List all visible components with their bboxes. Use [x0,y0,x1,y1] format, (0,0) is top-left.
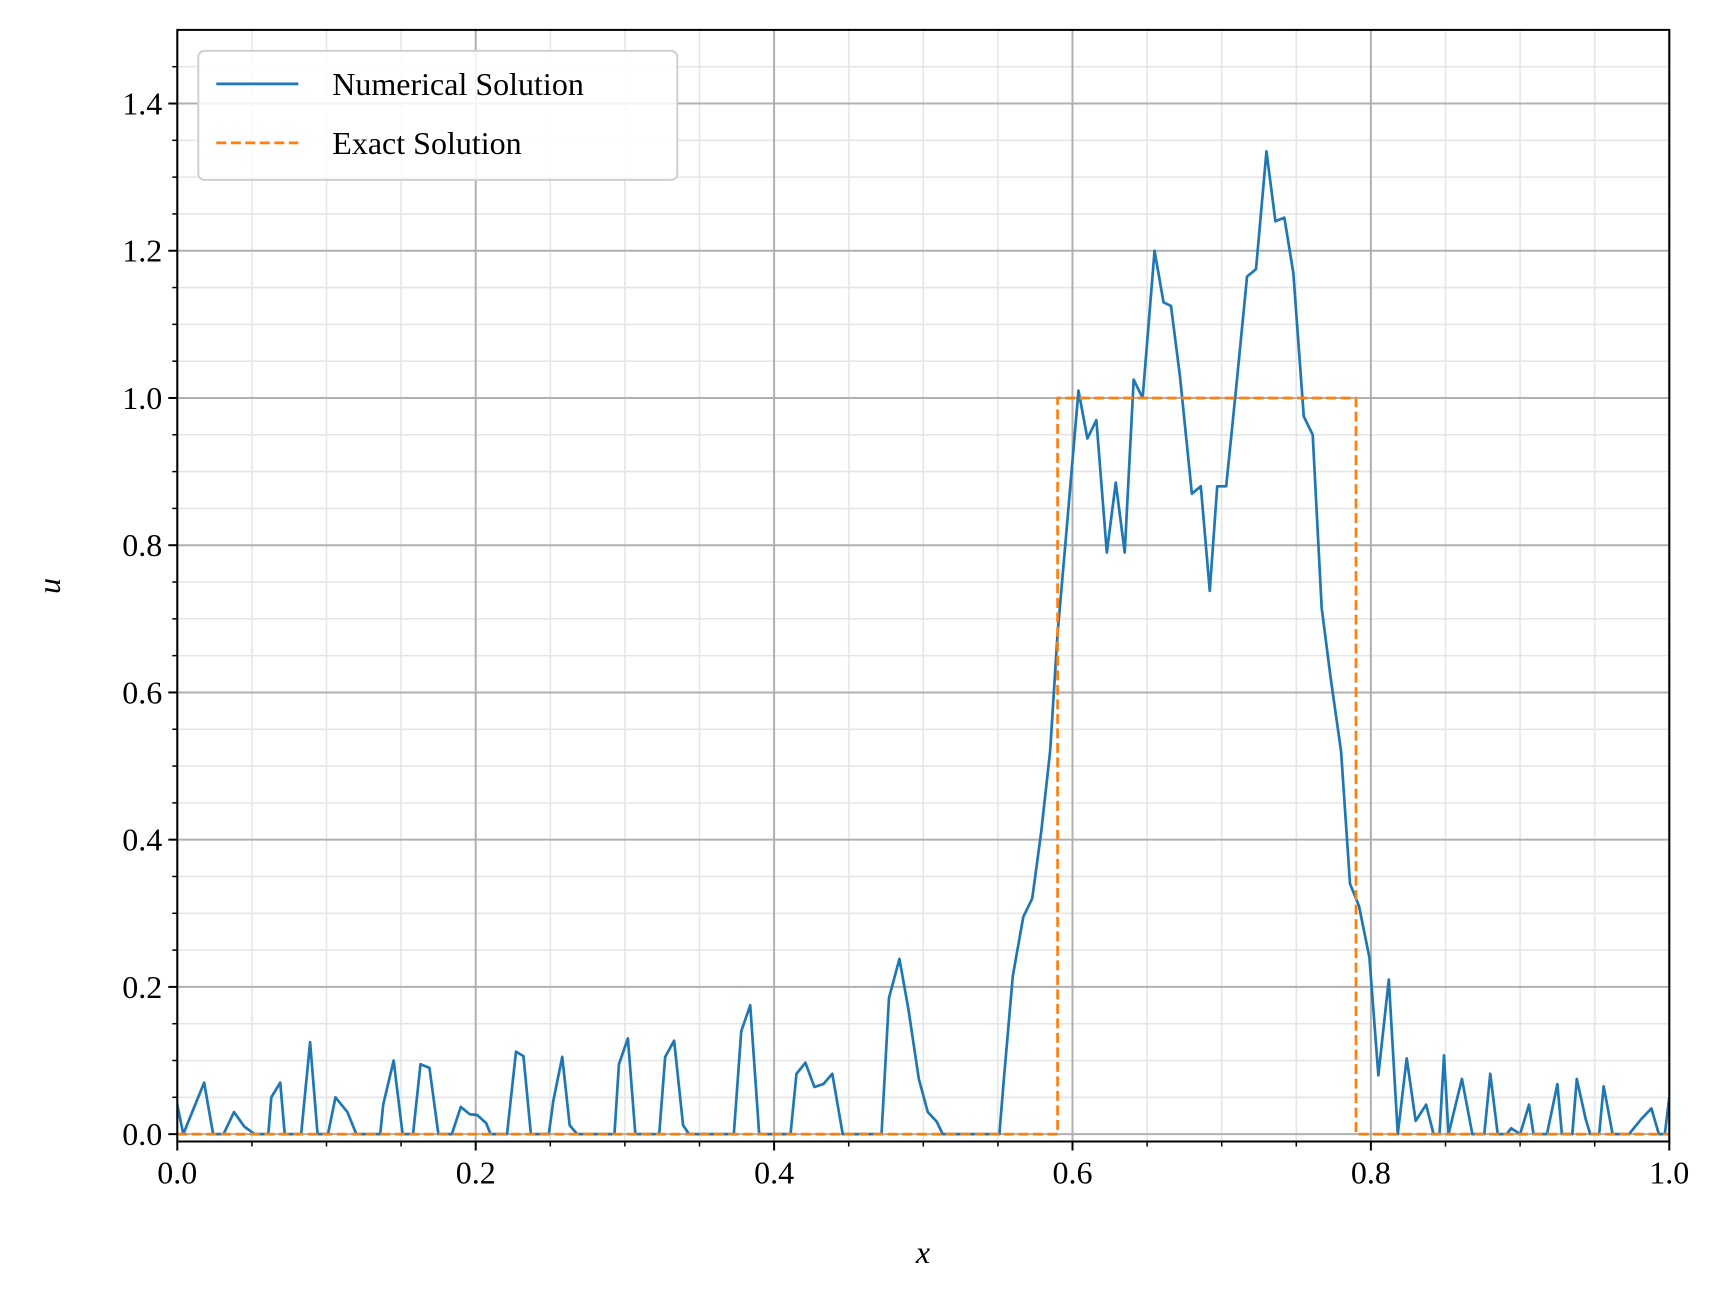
y-tick-label: 0.6 [122,674,162,710]
y-tick-label: 0.8 [122,527,162,563]
x-tick-label: 0.0 [157,1155,197,1191]
y-tick-label: 1.2 [122,233,162,269]
x-tick-label: 0.6 [1053,1155,1093,1191]
x-tick-label: 0.2 [456,1155,496,1191]
series-line [177,396,1670,1136]
legend-label: Exact Solution [332,125,521,161]
x-axis-label: x [915,1234,930,1270]
y-tick-label: 1.0 [122,380,162,416]
x-tick-label: 0.4 [754,1155,794,1191]
x-tick-label: 1.0 [1649,1155,1689,1191]
series-line [177,150,1670,1136]
y-tick-label: 0.4 [122,822,162,858]
x-tick-label: 0.8 [1351,1155,1391,1191]
legend-label: Numerical Solution [332,66,584,102]
legend-box [197,49,679,181]
y-tick-label: 1.4 [122,86,162,122]
y-tick-label: 0.0 [122,1116,162,1152]
y-tick-label: 0.2 [122,969,162,1005]
y-axis-label: u [31,578,67,594]
